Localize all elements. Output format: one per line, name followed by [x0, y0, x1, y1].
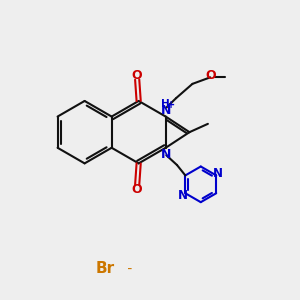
- Text: N: N: [160, 103, 171, 116]
- Text: O: O: [132, 183, 142, 196]
- Text: Br: Br: [96, 261, 115, 276]
- Text: O: O: [132, 69, 142, 82]
- Text: O: O: [205, 69, 216, 82]
- Text: -: -: [123, 262, 133, 276]
- Text: N: N: [160, 148, 171, 161]
- Text: N: N: [213, 167, 223, 180]
- Text: H: H: [161, 99, 170, 109]
- Text: N: N: [178, 189, 188, 202]
- Text: +: +: [167, 100, 175, 110]
